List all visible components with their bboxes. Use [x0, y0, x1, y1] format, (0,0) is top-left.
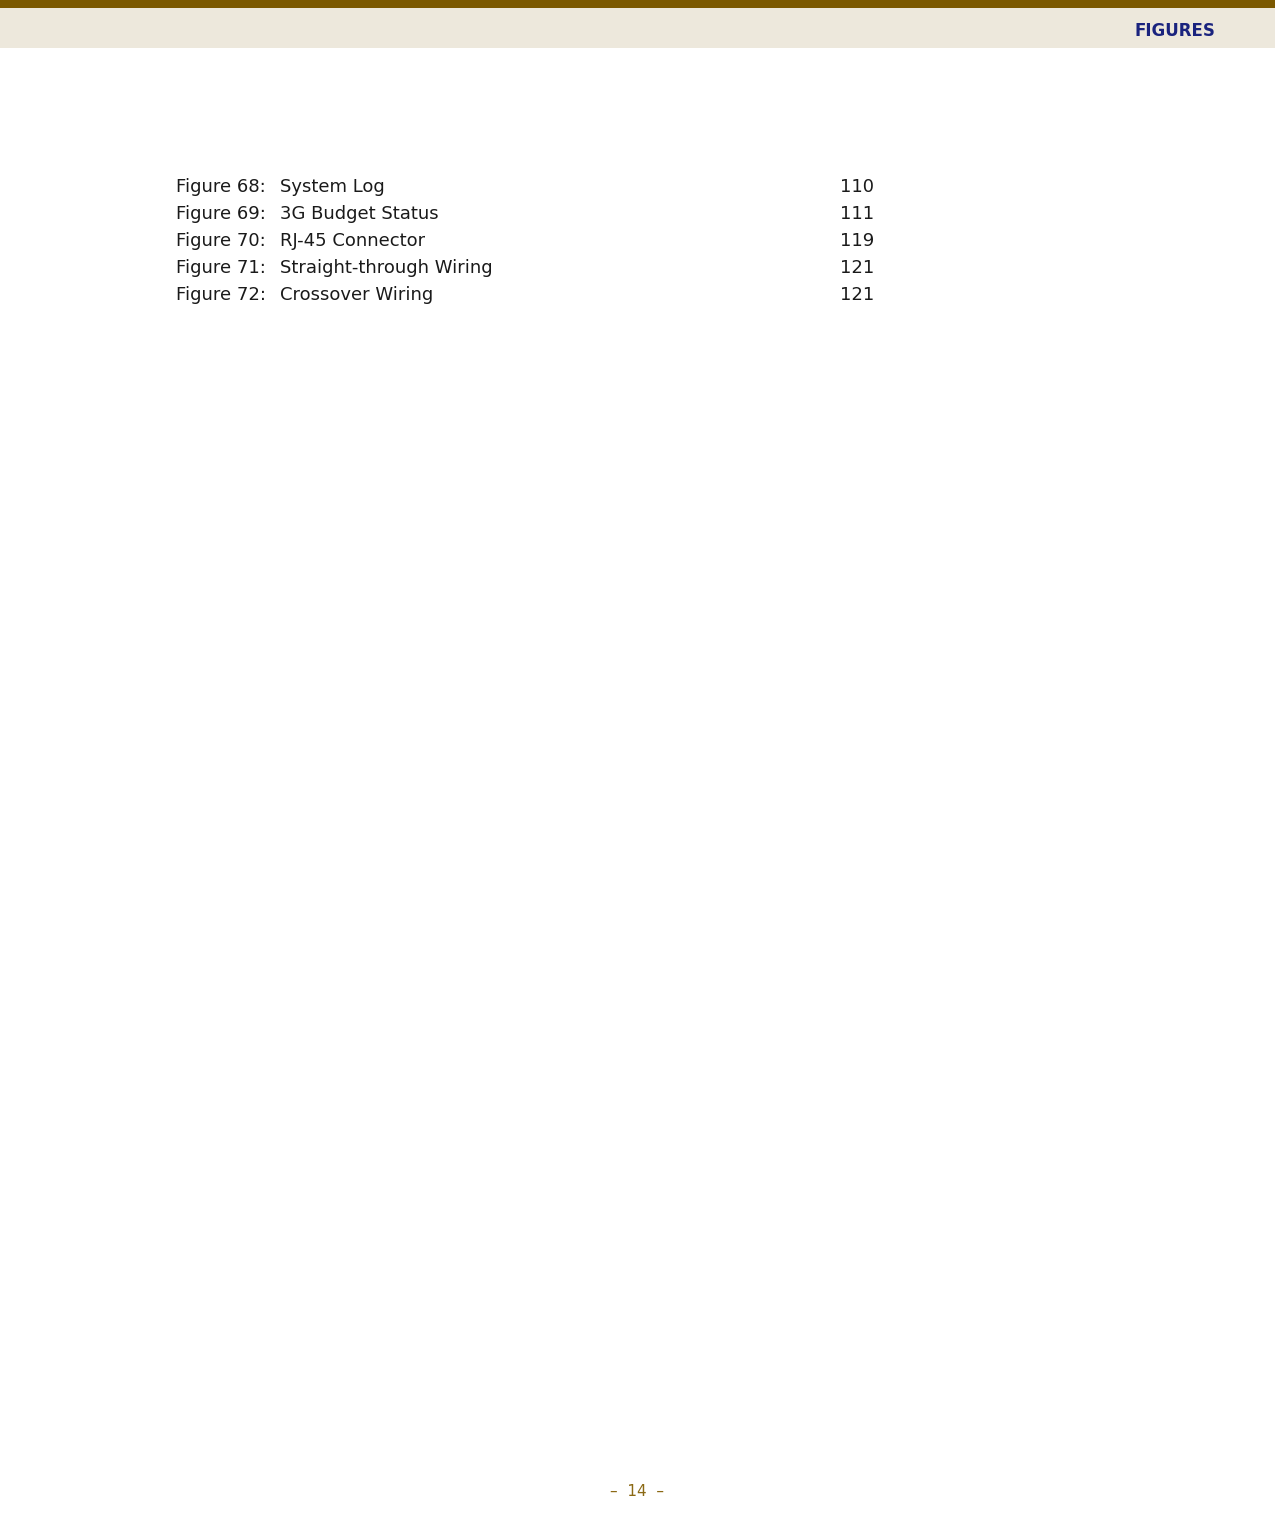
Text: System Log: System Log — [280, 178, 385, 196]
Text: 119: 119 — [840, 231, 875, 250]
Bar — [0, 0, 1275, 8]
Text: 121: 121 — [840, 286, 875, 303]
Text: Crossover Wiring: Crossover Wiring — [280, 286, 434, 303]
Text: Figure 68:: Figure 68: — [176, 178, 277, 196]
Text: 111: 111 — [840, 205, 875, 224]
Text: Figure 69:: Figure 69: — [176, 205, 278, 224]
Text: 121: 121 — [840, 259, 875, 277]
Text: Straight-through Wiring: Straight-through Wiring — [280, 259, 492, 277]
Text: RJ-45 Connector: RJ-45 Connector — [280, 231, 425, 250]
Text: FIGURES: FIGURES — [1135, 21, 1215, 40]
Text: 110: 110 — [840, 178, 873, 196]
Text: Figure 72:: Figure 72: — [176, 286, 278, 303]
Text: Figure 71:: Figure 71: — [176, 259, 278, 277]
Text: –  14  –: – 14 – — [611, 1485, 664, 1500]
Text: Figure 70:: Figure 70: — [176, 231, 277, 250]
Bar — [0, 0, 1275, 47]
Text: 3G Budget Status: 3G Budget Status — [280, 205, 439, 224]
